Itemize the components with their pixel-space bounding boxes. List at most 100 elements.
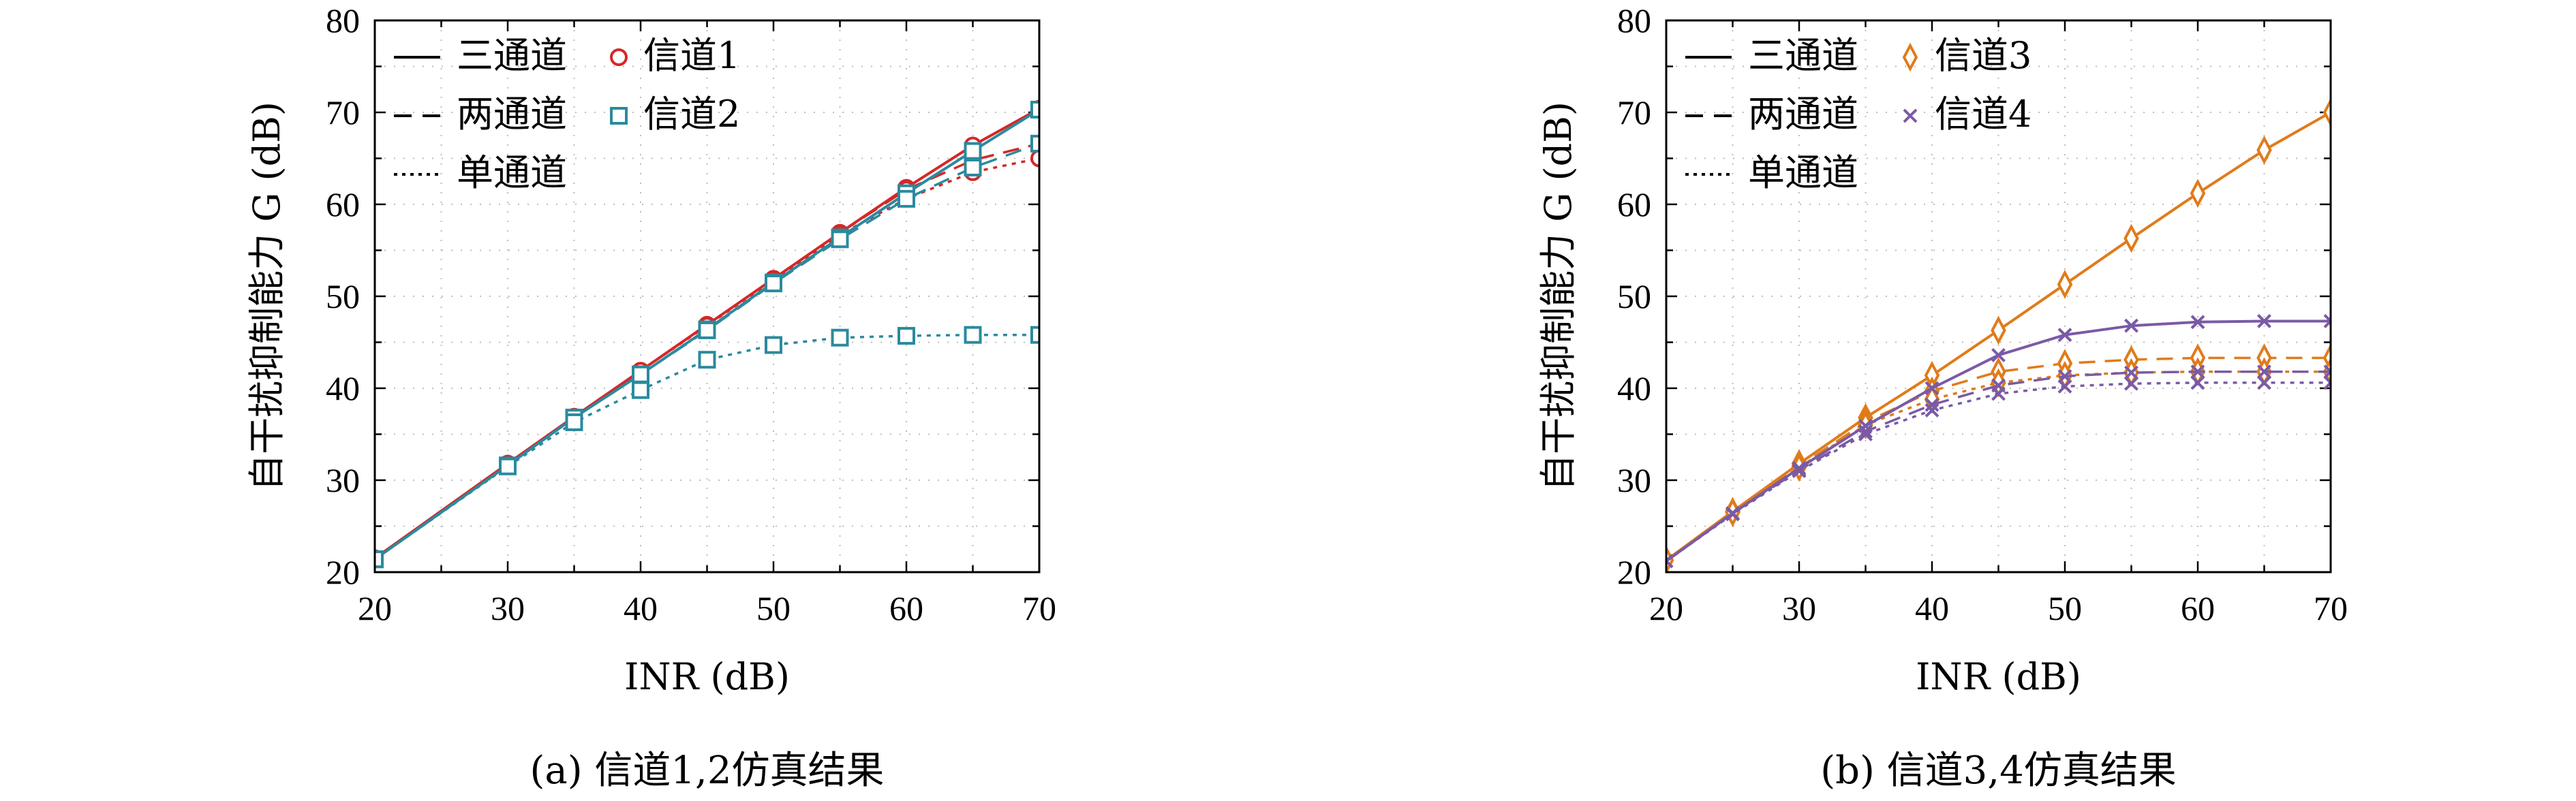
data-point bbox=[964, 326, 982, 344]
data-point bbox=[1858, 427, 1873, 441]
legend-marker bbox=[610, 48, 628, 66]
series-line bbox=[375, 333, 1039, 561]
data-point bbox=[2190, 178, 2206, 208]
data-point bbox=[375, 550, 384, 569]
legend-label: 三通道 bbox=[457, 34, 567, 77]
legend-label: 信道2 bbox=[643, 93, 740, 136]
y-tick-label: 20 bbox=[326, 553, 360, 591]
x-tick-label: 60 bbox=[2181, 589, 2215, 627]
data-point bbox=[2190, 364, 2205, 379]
data-point bbox=[2257, 364, 2271, 379]
data-point bbox=[565, 413, 583, 431]
subfigure-caption: (b) 信道3,4仿真结果 bbox=[1820, 749, 2176, 793]
y-tick-label: 40 bbox=[1617, 369, 1651, 407]
x-axis-label: INR (dB) bbox=[624, 655, 790, 698]
x-tick-label: 50 bbox=[756, 589, 791, 627]
data-point bbox=[1925, 403, 1939, 418]
legend-marker bbox=[1903, 108, 1918, 123]
legend-marker bbox=[1902, 42, 1918, 72]
data-point bbox=[2057, 328, 2072, 343]
data-point bbox=[2124, 365, 2138, 380]
data-point bbox=[1991, 315, 2006, 345]
data-point bbox=[2322, 97, 2331, 127]
y-tick-label: 80 bbox=[1617, 1, 1651, 40]
data-point bbox=[2257, 375, 2271, 390]
series-group bbox=[375, 99, 1039, 569]
data-point bbox=[2190, 315, 2205, 330]
data-point bbox=[1991, 347, 2006, 362]
data-point bbox=[2257, 314, 2271, 328]
data-point bbox=[2123, 223, 2139, 253]
y-tick-label: 30 bbox=[326, 461, 360, 499]
data-point bbox=[632, 381, 649, 399]
x-axis-label: INR (dB) bbox=[1916, 655, 2081, 698]
legend-label: 单通道 bbox=[457, 151, 567, 194]
y-tick-label: 60 bbox=[326, 185, 360, 223]
x-tick-label: 50 bbox=[2048, 589, 2082, 627]
x-tick-label: 40 bbox=[1915, 589, 1949, 627]
data-point bbox=[698, 351, 716, 369]
y-axis-label: 自干扰抑制能力 G (dB) bbox=[1537, 101, 1580, 491]
data-point bbox=[831, 230, 849, 249]
plot-frame bbox=[373, 19, 1041, 574]
series-line bbox=[1666, 381, 2331, 563]
data-point bbox=[1726, 507, 1740, 522]
subfigure-caption: (a) 信道1,2仿真结果 bbox=[530, 749, 885, 793]
data-point bbox=[1030, 100, 1039, 119]
data-point bbox=[698, 321, 716, 339]
data-point bbox=[2124, 318, 2138, 333]
y-tick-label: 50 bbox=[1617, 277, 1651, 315]
data-point bbox=[499, 457, 517, 475]
y-tick-label: 70 bbox=[326, 93, 360, 131]
y-tick-label: 70 bbox=[1617, 93, 1651, 131]
data-point bbox=[898, 327, 915, 345]
y-tick-label: 80 bbox=[326, 1, 360, 40]
data-point bbox=[1925, 381, 1939, 396]
grid bbox=[1666, 20, 2331, 572]
data-point bbox=[964, 142, 982, 160]
y-tick-label: 50 bbox=[326, 277, 360, 315]
legend-label: 两通道 bbox=[457, 93, 567, 136]
data-point bbox=[2323, 364, 2331, 379]
x-tick-label: 70 bbox=[1022, 589, 1056, 627]
data-point bbox=[1030, 326, 1039, 344]
data-point bbox=[2256, 136, 2272, 165]
legend-label: 信道3 bbox=[1935, 34, 2031, 77]
x-tick-label: 30 bbox=[1782, 589, 1816, 627]
data-point bbox=[2057, 379, 2072, 394]
y-axis-label: 自干扰抑制能力 G (dB) bbox=[245, 101, 288, 491]
data-point bbox=[2323, 375, 2331, 390]
x-tick-label: 70 bbox=[2314, 589, 2348, 627]
legend-marker bbox=[610, 107, 628, 125]
data-point bbox=[831, 328, 849, 347]
data-point bbox=[2124, 376, 2138, 391]
legend-label: 单通道 bbox=[1748, 151, 1858, 194]
data-point bbox=[2057, 270, 2073, 299]
series-line bbox=[375, 142, 1039, 560]
y-tick-label: 40 bbox=[326, 369, 360, 407]
legend-label: 三通道 bbox=[1748, 34, 1858, 77]
y-tick-label: 30 bbox=[1617, 461, 1651, 499]
series-group bbox=[1666, 97, 2331, 572]
series-信道4-单通道 bbox=[1666, 375, 2331, 569]
y-tick-label: 60 bbox=[1617, 185, 1651, 223]
data-point bbox=[1925, 397, 1939, 412]
x-tick-label: 30 bbox=[491, 589, 525, 627]
series-line bbox=[1666, 370, 2331, 563]
legend-label: 两通道 bbox=[1748, 93, 1858, 136]
legend-label: 信道1 bbox=[643, 34, 740, 77]
data-point bbox=[765, 336, 782, 354]
series-信道2-单通道 bbox=[375, 326, 1039, 569]
series-line bbox=[375, 142, 1039, 561]
data-point bbox=[2323, 314, 2331, 328]
x-tick-label: 20 bbox=[358, 589, 392, 627]
series-line bbox=[1666, 370, 2331, 561]
y-tick-label: 20 bbox=[1617, 553, 1651, 591]
x-tick-label: 20 bbox=[1649, 589, 1683, 627]
legend-label: 信道4 bbox=[1935, 93, 2031, 136]
data-point bbox=[898, 189, 915, 208]
